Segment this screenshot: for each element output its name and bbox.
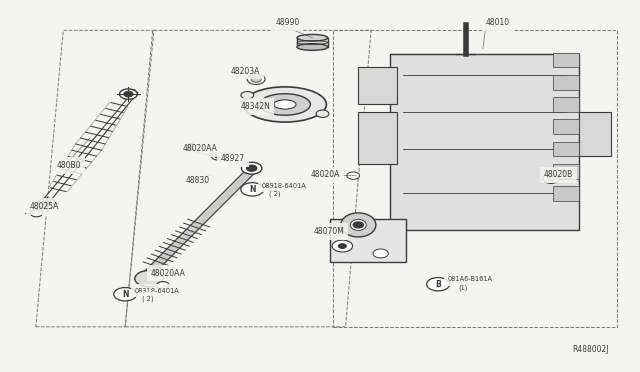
Circle shape (543, 174, 559, 183)
Text: ( 2): ( 2) (143, 295, 154, 302)
Text: 48830: 48830 (186, 176, 210, 185)
Polygon shape (297, 38, 328, 47)
Circle shape (247, 74, 265, 84)
Text: (1): (1) (458, 284, 467, 291)
Bar (553, 75, 579, 90)
Circle shape (42, 201, 51, 206)
Bar (358, 112, 397, 164)
Circle shape (251, 76, 261, 82)
Text: 48203A: 48203A (230, 67, 260, 76)
Text: 081A6-B161A: 081A6-B161A (448, 276, 493, 282)
Text: R488002J: R488002J (572, 345, 609, 354)
Circle shape (347, 172, 360, 179)
Circle shape (547, 176, 555, 181)
Bar (553, 97, 579, 112)
Ellipse shape (297, 44, 328, 50)
Text: 48020A: 48020A (310, 170, 340, 179)
Text: 08318-6401A: 08318-6401A (135, 288, 180, 294)
Text: N: N (249, 185, 255, 194)
Bar (553, 52, 579, 67)
Ellipse shape (340, 213, 376, 237)
Bar (553, 164, 579, 179)
FancyBboxPatch shape (330, 219, 406, 262)
Bar (188, 143, 191, 149)
Text: 48020AA: 48020AA (151, 269, 186, 278)
Ellipse shape (350, 219, 366, 231)
Circle shape (241, 92, 253, 99)
Text: 48025A: 48025A (29, 202, 59, 211)
Circle shape (373, 249, 388, 258)
Bar (358, 67, 397, 105)
Text: 48010: 48010 (486, 19, 510, 28)
Circle shape (246, 165, 257, 171)
Bar (553, 119, 579, 134)
Circle shape (30, 209, 43, 217)
Circle shape (211, 153, 224, 160)
Text: 48070M: 48070M (314, 227, 344, 236)
Bar (553, 186, 579, 201)
Text: 48342N: 48342N (240, 102, 270, 111)
Circle shape (241, 183, 264, 196)
Ellipse shape (297, 35, 328, 41)
Ellipse shape (259, 94, 310, 115)
Text: B: B (435, 280, 441, 289)
Circle shape (135, 270, 163, 287)
Circle shape (353, 222, 364, 228)
Circle shape (215, 155, 220, 158)
Text: 48020AA: 48020AA (182, 144, 218, 153)
Text: 480B0: 480B0 (57, 161, 81, 170)
Circle shape (339, 244, 346, 248)
Circle shape (316, 110, 329, 118)
Circle shape (241, 162, 262, 174)
Circle shape (124, 92, 133, 97)
Bar (390, 54, 579, 231)
Circle shape (38, 198, 56, 209)
Ellipse shape (274, 100, 296, 109)
Text: N: N (122, 290, 129, 299)
Circle shape (120, 89, 138, 99)
Circle shape (157, 282, 170, 289)
Circle shape (332, 240, 353, 252)
Text: 08918-6401A: 08918-6401A (261, 183, 306, 189)
Circle shape (427, 278, 450, 291)
Text: 48990: 48990 (275, 19, 300, 28)
Ellipse shape (243, 87, 326, 122)
Text: 48020B: 48020B (543, 170, 573, 179)
Circle shape (114, 288, 137, 301)
Bar (579, 112, 611, 156)
Text: 48927: 48927 (221, 154, 245, 163)
Text: ( 2): ( 2) (269, 191, 280, 198)
Bar (553, 141, 579, 156)
Polygon shape (137, 164, 260, 282)
